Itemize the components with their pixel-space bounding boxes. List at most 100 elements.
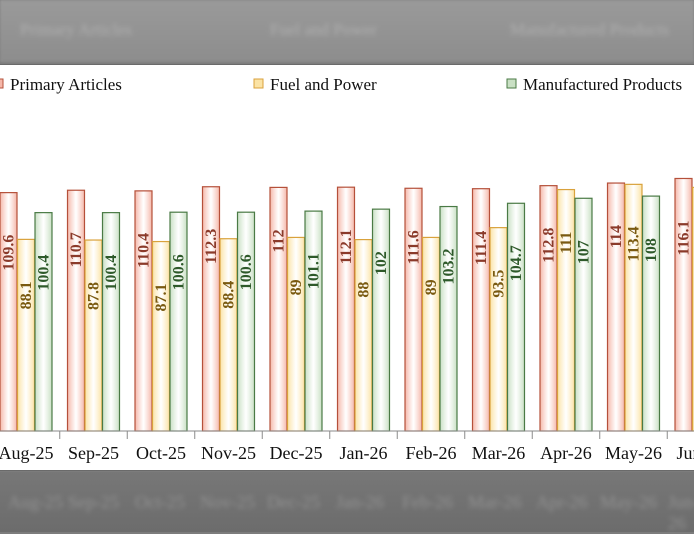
data-label: 109.6 (1, 235, 18, 271)
data-label: 89 (288, 279, 305, 295)
bar (305, 211, 322, 431)
bar (103, 213, 120, 431)
bar (508, 203, 525, 431)
bar (423, 237, 440, 431)
chart-legend: Primary Articles Fuel and Power Manufactur… (0, 75, 682, 94)
data-label: 100.6 (171, 254, 188, 290)
data-label: 112.1 (338, 229, 355, 264)
x-tick-label: Jan-26 (340, 443, 388, 463)
blurred-footer-text: Feb-26 (402, 492, 453, 513)
bar (643, 196, 660, 431)
data-label: 111 (558, 232, 575, 254)
bar (338, 187, 355, 431)
data-label: 111.6 (406, 230, 423, 264)
data-label: 87.1 (153, 284, 170, 312)
bar (405, 188, 422, 431)
legend-label: Fuel and Power (270, 75, 377, 94)
blurred-footer-strip: Aug-25 Sep-25 Oct-25 Nov-25 Dec-25 Jan-2… (0, 472, 694, 532)
legend-swatch (0, 79, 3, 88)
bar (85, 240, 102, 431)
bar (473, 189, 490, 431)
chart-panel: Primary Articles Fuel and Power Manufactur… (0, 64, 694, 471)
x-tick-label: Aug-25 (0, 443, 54, 463)
x-tick-label: Feb-26 (406, 443, 457, 463)
bar (203, 187, 220, 431)
bar (35, 213, 52, 431)
bar (373, 209, 390, 431)
data-label: 112 (271, 229, 288, 252)
bar (675, 178, 692, 431)
data-label: 89 (423, 279, 440, 295)
blurred-footer-text: May-26 (600, 492, 657, 513)
data-label: 93.5 (491, 270, 508, 298)
blurred-footer-text: Nov-25 (200, 492, 255, 513)
bar (440, 207, 457, 431)
data-label: 112.8 (541, 228, 558, 263)
data-label: 87.8 (86, 282, 103, 310)
blurred-footer-text: Sep-25 (68, 492, 119, 513)
data-label: 101.1 (306, 253, 323, 289)
data-label: 108 (643, 238, 660, 262)
blurred-header-strip: Primary Articles Fuel and Power Manufact… (0, 0, 694, 62)
data-label: 111.4 (473, 231, 490, 265)
data-label: 100.6 (238, 254, 255, 290)
x-tick-label: Apr-26 (540, 443, 592, 463)
blurred-footer-text: Apr-26 (536, 492, 588, 513)
bar (153, 242, 170, 431)
bar (270, 187, 287, 431)
data-label: 88.4 (221, 281, 238, 309)
data-label: 103.2 (441, 249, 458, 285)
bar (625, 184, 642, 431)
bar (608, 183, 625, 431)
bar (135, 191, 152, 431)
data-label: 110.4 (136, 233, 153, 268)
bar (540, 186, 557, 431)
data-label: 114 (608, 225, 625, 248)
blurred-header-text-3: Manufactured Products (510, 20, 669, 40)
x-tick-label: Nov-25 (201, 443, 256, 463)
data-label: 110.7 (68, 232, 85, 267)
bar (170, 212, 187, 431)
blurred-footer-text: Jan-26 (336, 492, 384, 513)
bar (68, 190, 85, 431)
blurred-footer-text: Oct-25 (135, 492, 185, 513)
x-tick-label: Sep-25 (68, 443, 119, 463)
legend-swatch (254, 79, 263, 88)
x-axis: Aug-25 Sep-25 Oct-25 Nov-25 Dec-25 Jan-26 Feb-… (0, 431, 694, 463)
bar (238, 212, 255, 431)
legend-label: Primary Articles (10, 75, 122, 94)
data-label: 107 (576, 240, 593, 264)
bar (0, 193, 17, 431)
bar (220, 239, 237, 431)
bar (355, 240, 372, 431)
blurred-footer-text: Mar-26 (468, 492, 522, 513)
data-label: 116.1 (676, 220, 693, 255)
data-label: 100.4 (103, 255, 120, 291)
bar (490, 228, 507, 431)
x-tick-label: May-26 (605, 443, 662, 463)
data-label: 88 (356, 282, 373, 298)
bar (288, 237, 305, 431)
legend-label: Manufactured Products (523, 75, 682, 94)
legend-swatch (507, 79, 516, 88)
blurred-footer-text: Jun-26 (668, 492, 694, 534)
bar-chart: Primary Articles Fuel and Power Manufactur… (0, 65, 694, 470)
x-tick-label: Dec-25 (270, 443, 323, 463)
x-tick-label: Jun-26 (677, 443, 694, 463)
x-tick-label: Mar-26 (472, 443, 526, 463)
blurred-footer-text: Aug-25 (8, 492, 63, 513)
data-label: 113.4 (626, 226, 643, 261)
bar (18, 239, 35, 431)
chart-bars (0, 178, 694, 431)
data-label: 102 (373, 251, 390, 275)
blurred-footer-text: Dec-25 (267, 492, 320, 513)
bar (558, 190, 575, 431)
data-label: 100.4 (36, 255, 53, 291)
blurred-header-text-2: Fuel and Power (270, 20, 377, 40)
blurred-header-text-1: Primary Articles (20, 20, 132, 40)
data-label: 112.3 (203, 229, 220, 264)
bar (575, 198, 592, 431)
x-tick-label: Oct-25 (136, 443, 186, 463)
data-label: 104.7 (508, 245, 525, 281)
data-label: 88.1 (18, 281, 35, 309)
